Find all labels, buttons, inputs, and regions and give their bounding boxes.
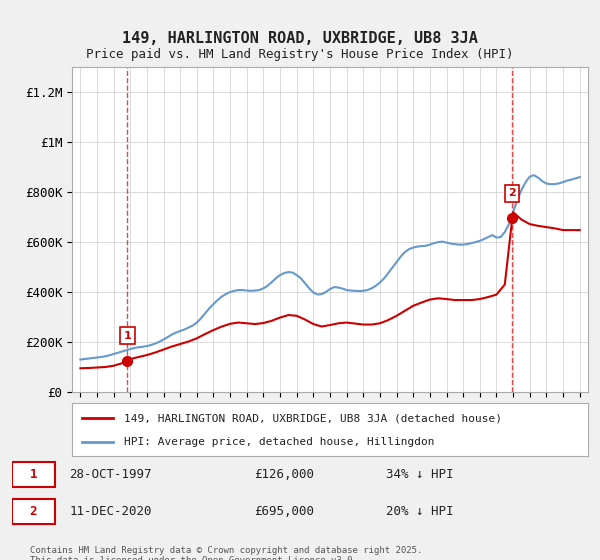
Text: 149, HARLINGTON ROAD, UXBRIDGE, UB8 3JA (detached house): 149, HARLINGTON ROAD, UXBRIDGE, UB8 3JA …: [124, 413, 502, 423]
Text: 34% ↓ HPI: 34% ↓ HPI: [386, 468, 454, 481]
Text: £126,000: £126,000: [254, 468, 314, 481]
Text: £695,000: £695,000: [254, 505, 314, 518]
Text: 1: 1: [29, 468, 37, 481]
Text: 149, HARLINGTON ROAD, UXBRIDGE, UB8 3JA: 149, HARLINGTON ROAD, UXBRIDGE, UB8 3JA: [122, 31, 478, 46]
Text: Contains HM Land Registry data © Crown copyright and database right 2025.
This d: Contains HM Land Registry data © Crown c…: [30, 546, 422, 560]
Text: 1: 1: [124, 330, 131, 340]
FancyBboxPatch shape: [12, 499, 55, 524]
FancyBboxPatch shape: [12, 462, 55, 487]
Text: 28-OCT-1997: 28-OCT-1997: [70, 468, 152, 481]
Text: 2: 2: [29, 505, 37, 518]
Text: Price paid vs. HM Land Registry's House Price Index (HPI): Price paid vs. HM Land Registry's House …: [86, 48, 514, 60]
Text: 2: 2: [508, 188, 516, 198]
Text: 11-DEC-2020: 11-DEC-2020: [70, 505, 152, 518]
Text: 20% ↓ HPI: 20% ↓ HPI: [386, 505, 454, 518]
Text: HPI: Average price, detached house, Hillingdon: HPI: Average price, detached house, Hill…: [124, 436, 434, 446]
